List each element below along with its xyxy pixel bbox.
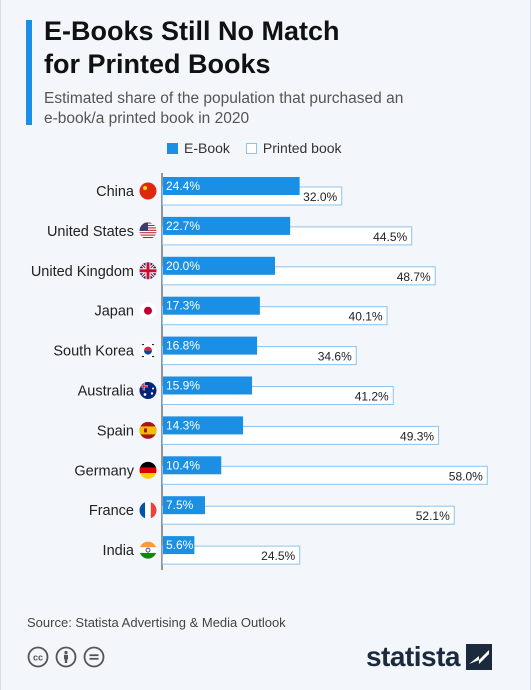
chart-subtitle: Estimated share of the population that p… [44,89,504,129]
australia-flag-icon [139,382,157,399]
south-korea-flag-icon [139,342,157,360]
india-flag-icon [139,541,157,559]
china-flag-icon [139,182,157,200]
license-icons: cc [27,646,111,668]
category-label: Japan [94,304,134,320]
ebook-value-label: 10.4% [166,458,200,472]
printed-bar [162,545,301,565]
legend-swatch-printed [245,142,257,154]
printed-value-label: 34.6% [318,350,352,364]
france-flag-icon [139,501,157,519]
ebook-value-label: 15.9% [166,379,200,393]
legend-label-printed: Printed book [262,140,342,156]
chart-legend: E-Book Printed book [167,139,358,157]
printed-value-label: 58.0% [449,469,483,483]
source-note: Source: Statista Advertising & Media Out… [27,615,286,630]
category-label: China [96,184,135,200]
ebook-bar [163,336,258,355]
ebook-value-label: 17.3% [166,299,200,313]
germany-flag-icon [139,461,157,479]
ebook-value-label: 22.7% [166,219,200,233]
chart-title: E-Books Still No Match for Printed Books [44,15,504,81]
ebook-bar [163,376,253,395]
printed-value-label: 40.1% [349,310,383,324]
printed-value-label: 44.5% [373,230,407,244]
subtitle-line-2: e-book/a printed book in 2020 [44,110,250,127]
ebook-bar [163,416,244,435]
printed-value-label: 41.2% [355,390,389,404]
ebook-value-label: 7.5% [166,498,194,512]
title-accent-bar [26,20,32,125]
creative-commons-icon[interactable]: cc [27,646,49,668]
legend-label-ebook: E-Book [184,140,230,156]
ebook-bar [163,296,260,315]
ebook-value-label: 14.3% [166,418,200,432]
subtitle-line-1: Estimated share of the population that p… [44,90,404,107]
ebook-value-label: 5.6% [166,538,194,552]
category-label: France [89,503,134,519]
legend-item-ebook: E-Book [167,140,230,156]
statista-logo-icon [466,644,492,670]
ebook-value-label: 24.4% [166,179,200,193]
statista-logo[interactable]: statista [366,641,492,673]
category-label: Spain [97,423,134,439]
category-label: India [103,543,135,559]
attribution-icon[interactable] [55,646,77,668]
spain-flag-icon [139,421,157,439]
category-label: South Korea [53,344,135,360]
uk-flag-icon [139,262,157,280]
category-label: United States [47,224,134,240]
printed-value-label: 49.3% [400,429,434,443]
printed-value-label: 52.1% [416,509,450,523]
no-derivatives-icon[interactable] [83,646,105,668]
title-line-1: E-Books Still No Match [44,16,340,46]
ebook-bar [163,456,222,475]
category-label: Germany [74,463,134,479]
printed-value-label: 48.7% [397,270,431,284]
category-label: United Kingdom [31,264,134,280]
svg-text:cc: cc [33,653,43,663]
category-label: Australia [78,384,135,400]
ebook-bar [163,496,205,515]
usa-flag-icon [139,222,157,240]
japan-flag-icon [139,302,157,320]
legend-item-printed: Printed book [245,140,342,156]
ebook-bar [163,256,275,275]
printed-value-label: 32.0% [303,190,337,204]
ebook-bar [163,177,300,195]
legend-swatch-ebook [167,142,178,154]
ebook-value-label: 16.8% [166,339,200,353]
printed-value-label: 24.5% [261,549,295,563]
printed-bar [162,465,488,485]
logo-text: statista [365,641,461,672]
ebook-value-label: 20.0% [166,259,200,273]
printed-bar [162,505,455,525]
title-line-2: for Printed Books [44,49,271,79]
ebook-bar [163,536,195,555]
ebook-bar [163,216,291,235]
